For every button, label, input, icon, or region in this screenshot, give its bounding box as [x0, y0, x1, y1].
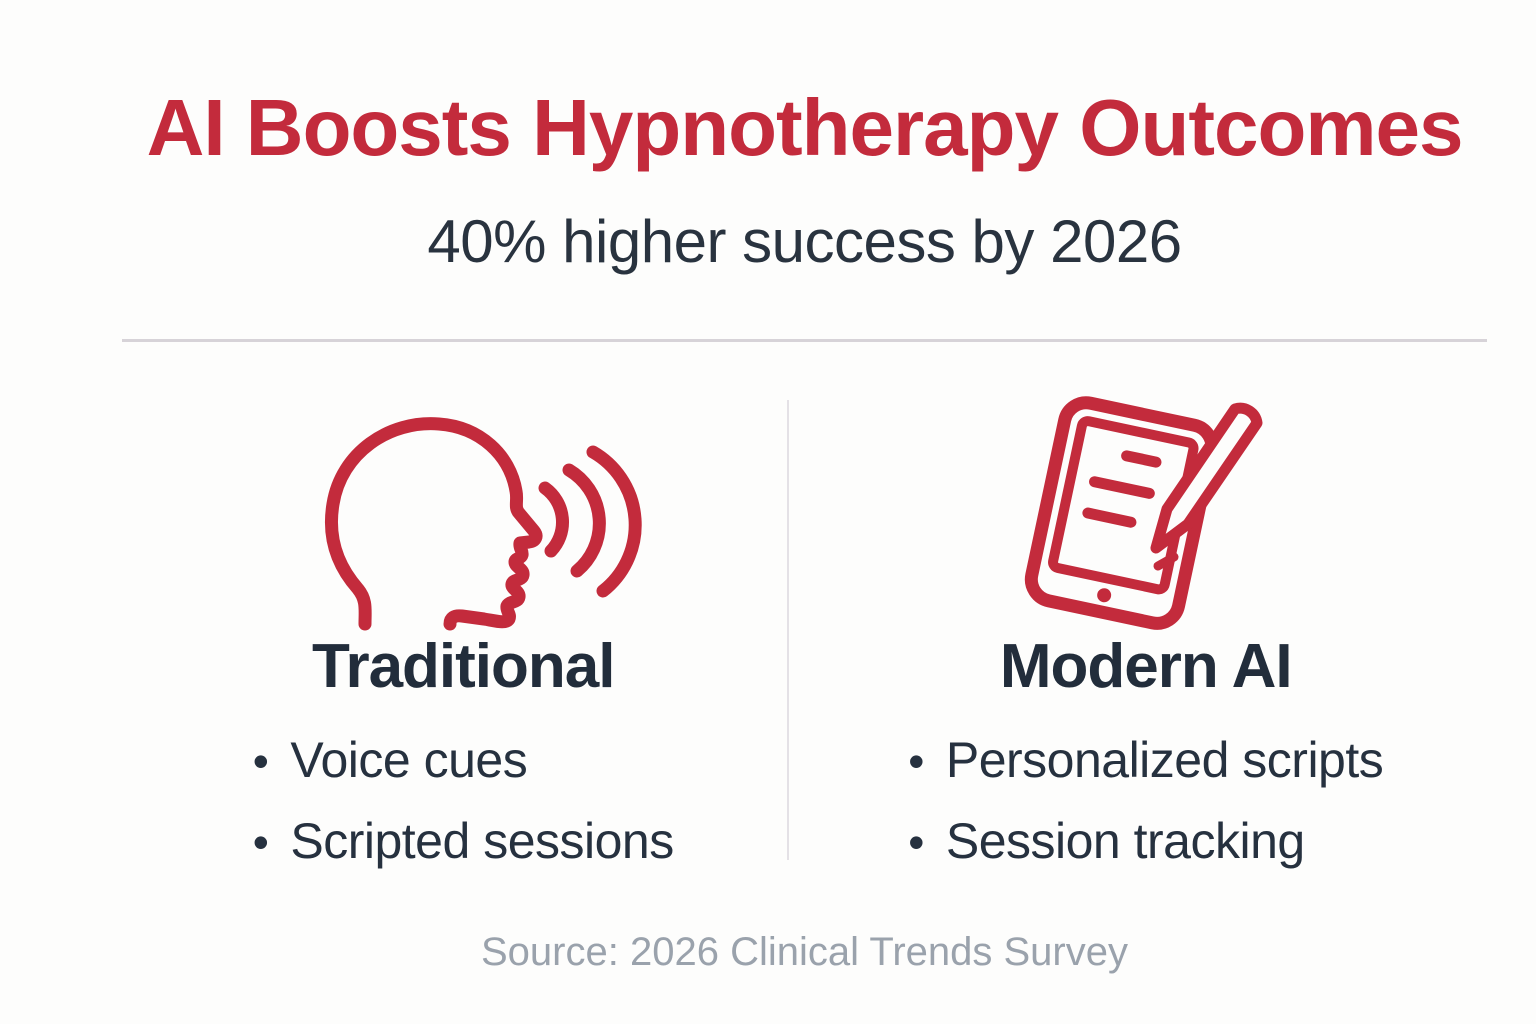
- column-heading-modern-ai: Modern AI: [999, 632, 1293, 701]
- bullet-text: Session tracking: [945, 813, 1305, 869]
- column-modern-ai: Modern AI • Personalized scripts • Sessi…: [805, 396, 1488, 882]
- list-item: • Session tracking: [908, 801, 1383, 882]
- list-item: • Scripted sessions: [253, 801, 674, 882]
- list-item: • Personalized scripts: [908, 720, 1384, 801]
- horizontal-divider: [122, 339, 1487, 342]
- bullet-text: Personalized scripts: [945, 732, 1384, 788]
- tablet-stylus-icon: [1006, 396, 1286, 630]
- comparison-columns: Traditional • Voice cues • Scripted sess…: [122, 396, 1488, 882]
- bullet-icon: •: [252, 735, 269, 787]
- column-heading-traditional: Traditional: [312, 632, 615, 701]
- page-title: AI Boosts Hypnotherapy Outcomes: [146, 83, 1464, 172]
- bullet-list-traditional: • Voice cues • Scripted sessions: [253, 720, 674, 882]
- bullet-icon: •: [252, 816, 269, 868]
- list-item: • Voice cues: [253, 720, 674, 801]
- bullet-icon: •: [908, 816, 924, 868]
- bullet-text: Scripted sessions: [290, 813, 674, 869]
- bullet-icon: •: [908, 735, 924, 787]
- vertical-divider: [787, 400, 789, 860]
- source-caption: Source: 2026 Clinical Trends Survey: [481, 930, 1128, 974]
- speaking-head-icon: [313, 398, 642, 631]
- page-subtitle: 40% higher success by 2026: [427, 208, 1182, 275]
- bullet-list-modern-ai: • Personalized scripts • Session trackin…: [908, 720, 1384, 882]
- column-traditional: Traditional • Voice cues • Scripted sess…: [122, 398, 805, 882]
- bullet-text: Voice cues: [290, 732, 528, 788]
- content-area: AI Boosts Hypnotherapy Outcomes 40% high…: [122, 0, 1487, 972]
